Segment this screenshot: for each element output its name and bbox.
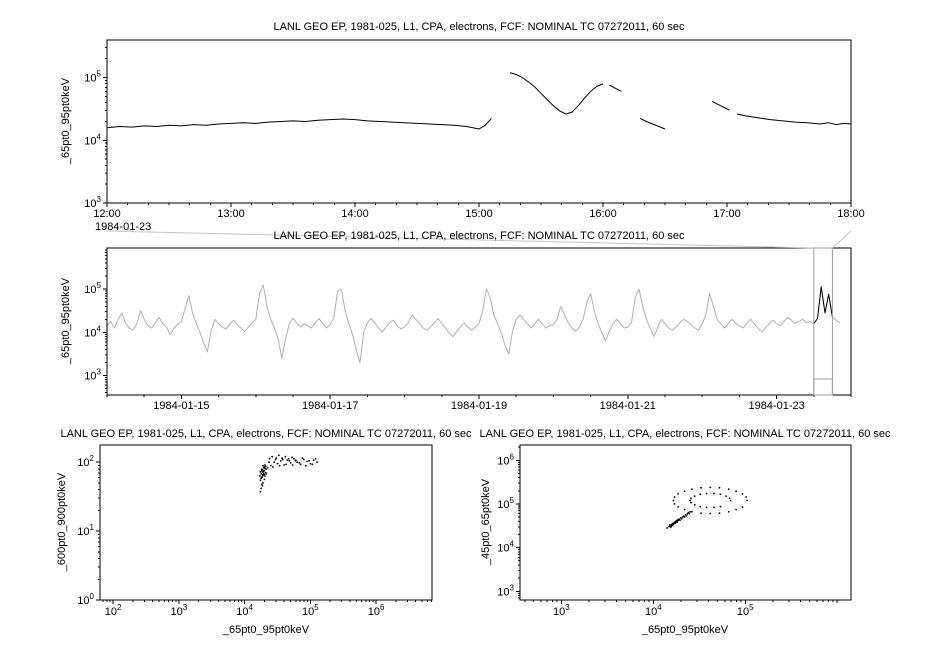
scatter-right-xlabel: _65pt0_95pt0keV <box>641 624 729 636</box>
svg-text:15:00: 15:00 <box>465 208 493 220</box>
panel-2[interactable]: 100 101 102 102 103 104 105 106 <box>77 444 433 618</box>
svg-text:1984-01-23: 1984-01-23 <box>748 400 804 412</box>
svg-text:103: 103 <box>553 603 570 618</box>
svg-text:14:00: 14:00 <box>341 208 369 220</box>
time-range-selection-box[interactable] <box>813 247 833 396</box>
scatter-right-ylabel: _45pt0_65pt0keV <box>480 478 492 566</box>
svg-text:101: 101 <box>77 523 94 538</box>
scatter-left-ylabel: _600pt0_900pt0keV <box>56 472 68 572</box>
svg-text:100: 100 <box>77 592 94 607</box>
svg-text:12:00: 12:00 <box>93 208 121 220</box>
svg-text:1984-01-21: 1984-01-21 <box>600 400 656 412</box>
scatter-left-xlabel: _65pt0_95pt0keV <box>222 624 310 636</box>
panel-0[interactable]: 103 104 105 12:00 13:00 14:00 15:00 16:00 17:00 1… <box>84 39 865 220</box>
top-panel-title: LANL GEO EP, 1981-025, L1, CPA, electron… <box>273 21 685 33</box>
zoom-connector-left <box>106 230 814 249</box>
svg-text:13:00: 13:00 <box>217 208 245 220</box>
top-panel-ylabel: _65pt0_95pt0keV <box>60 77 72 165</box>
scatter-points <box>258 454 318 493</box>
svg-text:105: 105 <box>302 603 319 618</box>
panel-3[interactable]: 103 104 105 106 103 104 105 <box>497 444 852 618</box>
svg-text:103: 103 <box>171 603 188 618</box>
svg-text:103: 103 <box>84 195 101 210</box>
svg-text:104: 104 <box>84 324 101 339</box>
svg-text:105: 105 <box>84 281 101 296</box>
scatter-left-title: LANL GEO EP, 1981-025, L1, CPA, electron… <box>60 428 472 440</box>
svg-text:104: 104 <box>645 603 662 618</box>
svg-text:104: 104 <box>236 603 253 618</box>
axis-date-context-label: 1984-01-23 <box>95 221 152 233</box>
svg-text:103: 103 <box>497 583 514 598</box>
svg-text:103: 103 <box>84 368 101 383</box>
svg-text:16:00: 16:00 <box>589 208 617 220</box>
svg-text:18:00: 18:00 <box>837 208 865 220</box>
svg-text:102: 102 <box>105 603 122 618</box>
zoom-connector-right <box>832 230 852 249</box>
svg-text:17:00: 17:00 <box>713 208 741 220</box>
context-panel-title: LANL GEO EP, 1981-025, L1, CPA, electron… <box>273 230 685 242</box>
svg-text:106: 106 <box>368 603 385 618</box>
svg-text:106: 106 <box>497 452 514 467</box>
svg-text:104: 104 <box>497 540 514 555</box>
svg-text:105: 105 <box>737 603 754 618</box>
context-panel-ylabel: _65pt0_95pt0keV <box>60 277 72 365</box>
svg-text:104: 104 <box>84 132 101 147</box>
panel-1[interactable]: 103 104 105 1984-01-15 1984-01-17 1984-01-19 1… <box>84 247 852 412</box>
svg-text:1984-01-15: 1984-01-15 <box>153 400 209 412</box>
svg-text:105: 105 <box>84 70 101 85</box>
svg-text:1984-01-19: 1984-01-19 <box>451 400 507 412</box>
svg-text:102: 102 <box>77 454 94 469</box>
scatter-points <box>666 486 748 529</box>
scatter-right-title: LANL GEO EP, 1981-025, L1, CPA, electron… <box>479 428 891 440</box>
svg-text:105: 105 <box>497 496 514 511</box>
time-range-selection-handle[interactable] <box>813 378 833 396</box>
svg-text:1984-01-17: 1984-01-17 <box>302 400 358 412</box>
